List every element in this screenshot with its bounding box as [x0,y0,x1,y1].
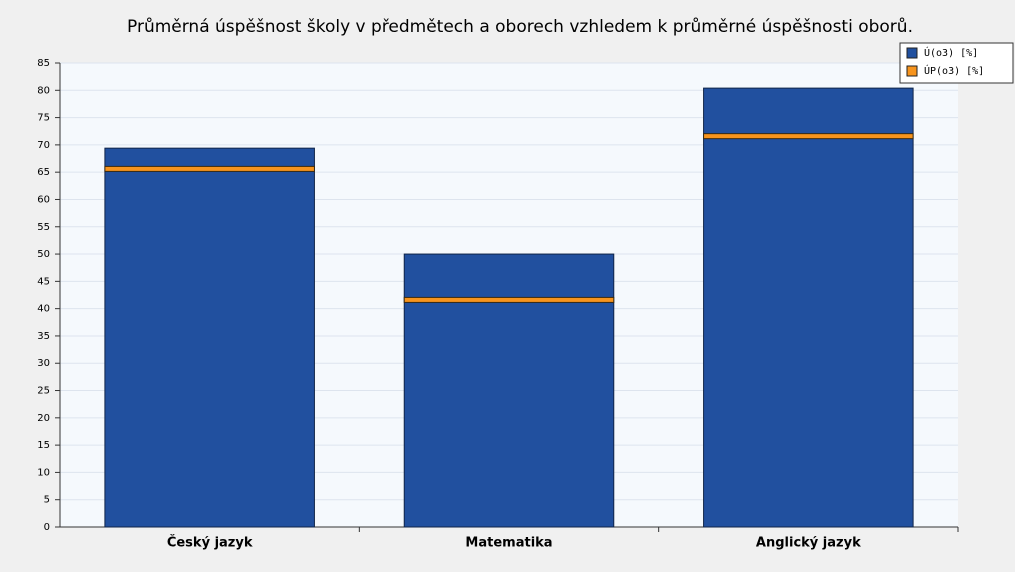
y-tick-label: 15 [37,440,50,451]
legend-label: Ú(o3) [%] [924,46,978,59]
y-tick-label: 75 [37,113,50,124]
legend-label: ÚP(o3) [%] [924,64,984,77]
y-tick-label: 10 [37,467,50,478]
reference-marker [403,296,615,303]
y-tick-label: 30 [37,358,50,369]
legend-swatch [906,47,918,59]
y-tick-label: 0 [44,522,50,533]
y-tick-label: 25 [37,386,50,397]
legend-box [899,42,1014,84]
x-tick-label: Matematika [465,536,552,551]
bar [104,147,315,528]
y-tick-label: 50 [37,249,50,260]
y-tick-label: 20 [37,413,50,424]
y-tick-label: 85 [37,58,50,69]
y-tick-label: 35 [37,331,50,342]
y-tick-label: 60 [37,194,50,205]
y-tick-label: 80 [37,85,50,96]
y-tick-label: 65 [37,167,50,178]
y-tick-label: 55 [37,222,50,233]
bar [703,87,914,528]
x-tick-label: Anglický jazyk [756,536,861,551]
reference-marker [104,165,315,172]
x-tick-label: Český jazyk [167,535,253,551]
y-tick-label: 70 [37,140,50,151]
y-tick-label: 40 [37,304,50,315]
reference-marker [703,133,914,140]
y-tick-label: 45 [37,276,50,287]
bar [403,253,615,528]
y-tick-label: 5 [44,495,50,506]
chart-title: Průměrná úspěšnost školy v předmětech a … [127,17,913,37]
legend-swatch [906,65,918,77]
